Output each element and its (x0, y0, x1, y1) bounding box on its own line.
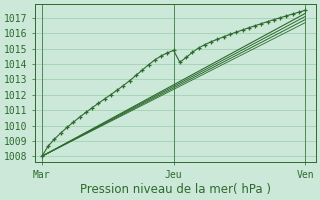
X-axis label: Pression niveau de la mer( hPa ): Pression niveau de la mer( hPa ) (80, 183, 271, 196)
